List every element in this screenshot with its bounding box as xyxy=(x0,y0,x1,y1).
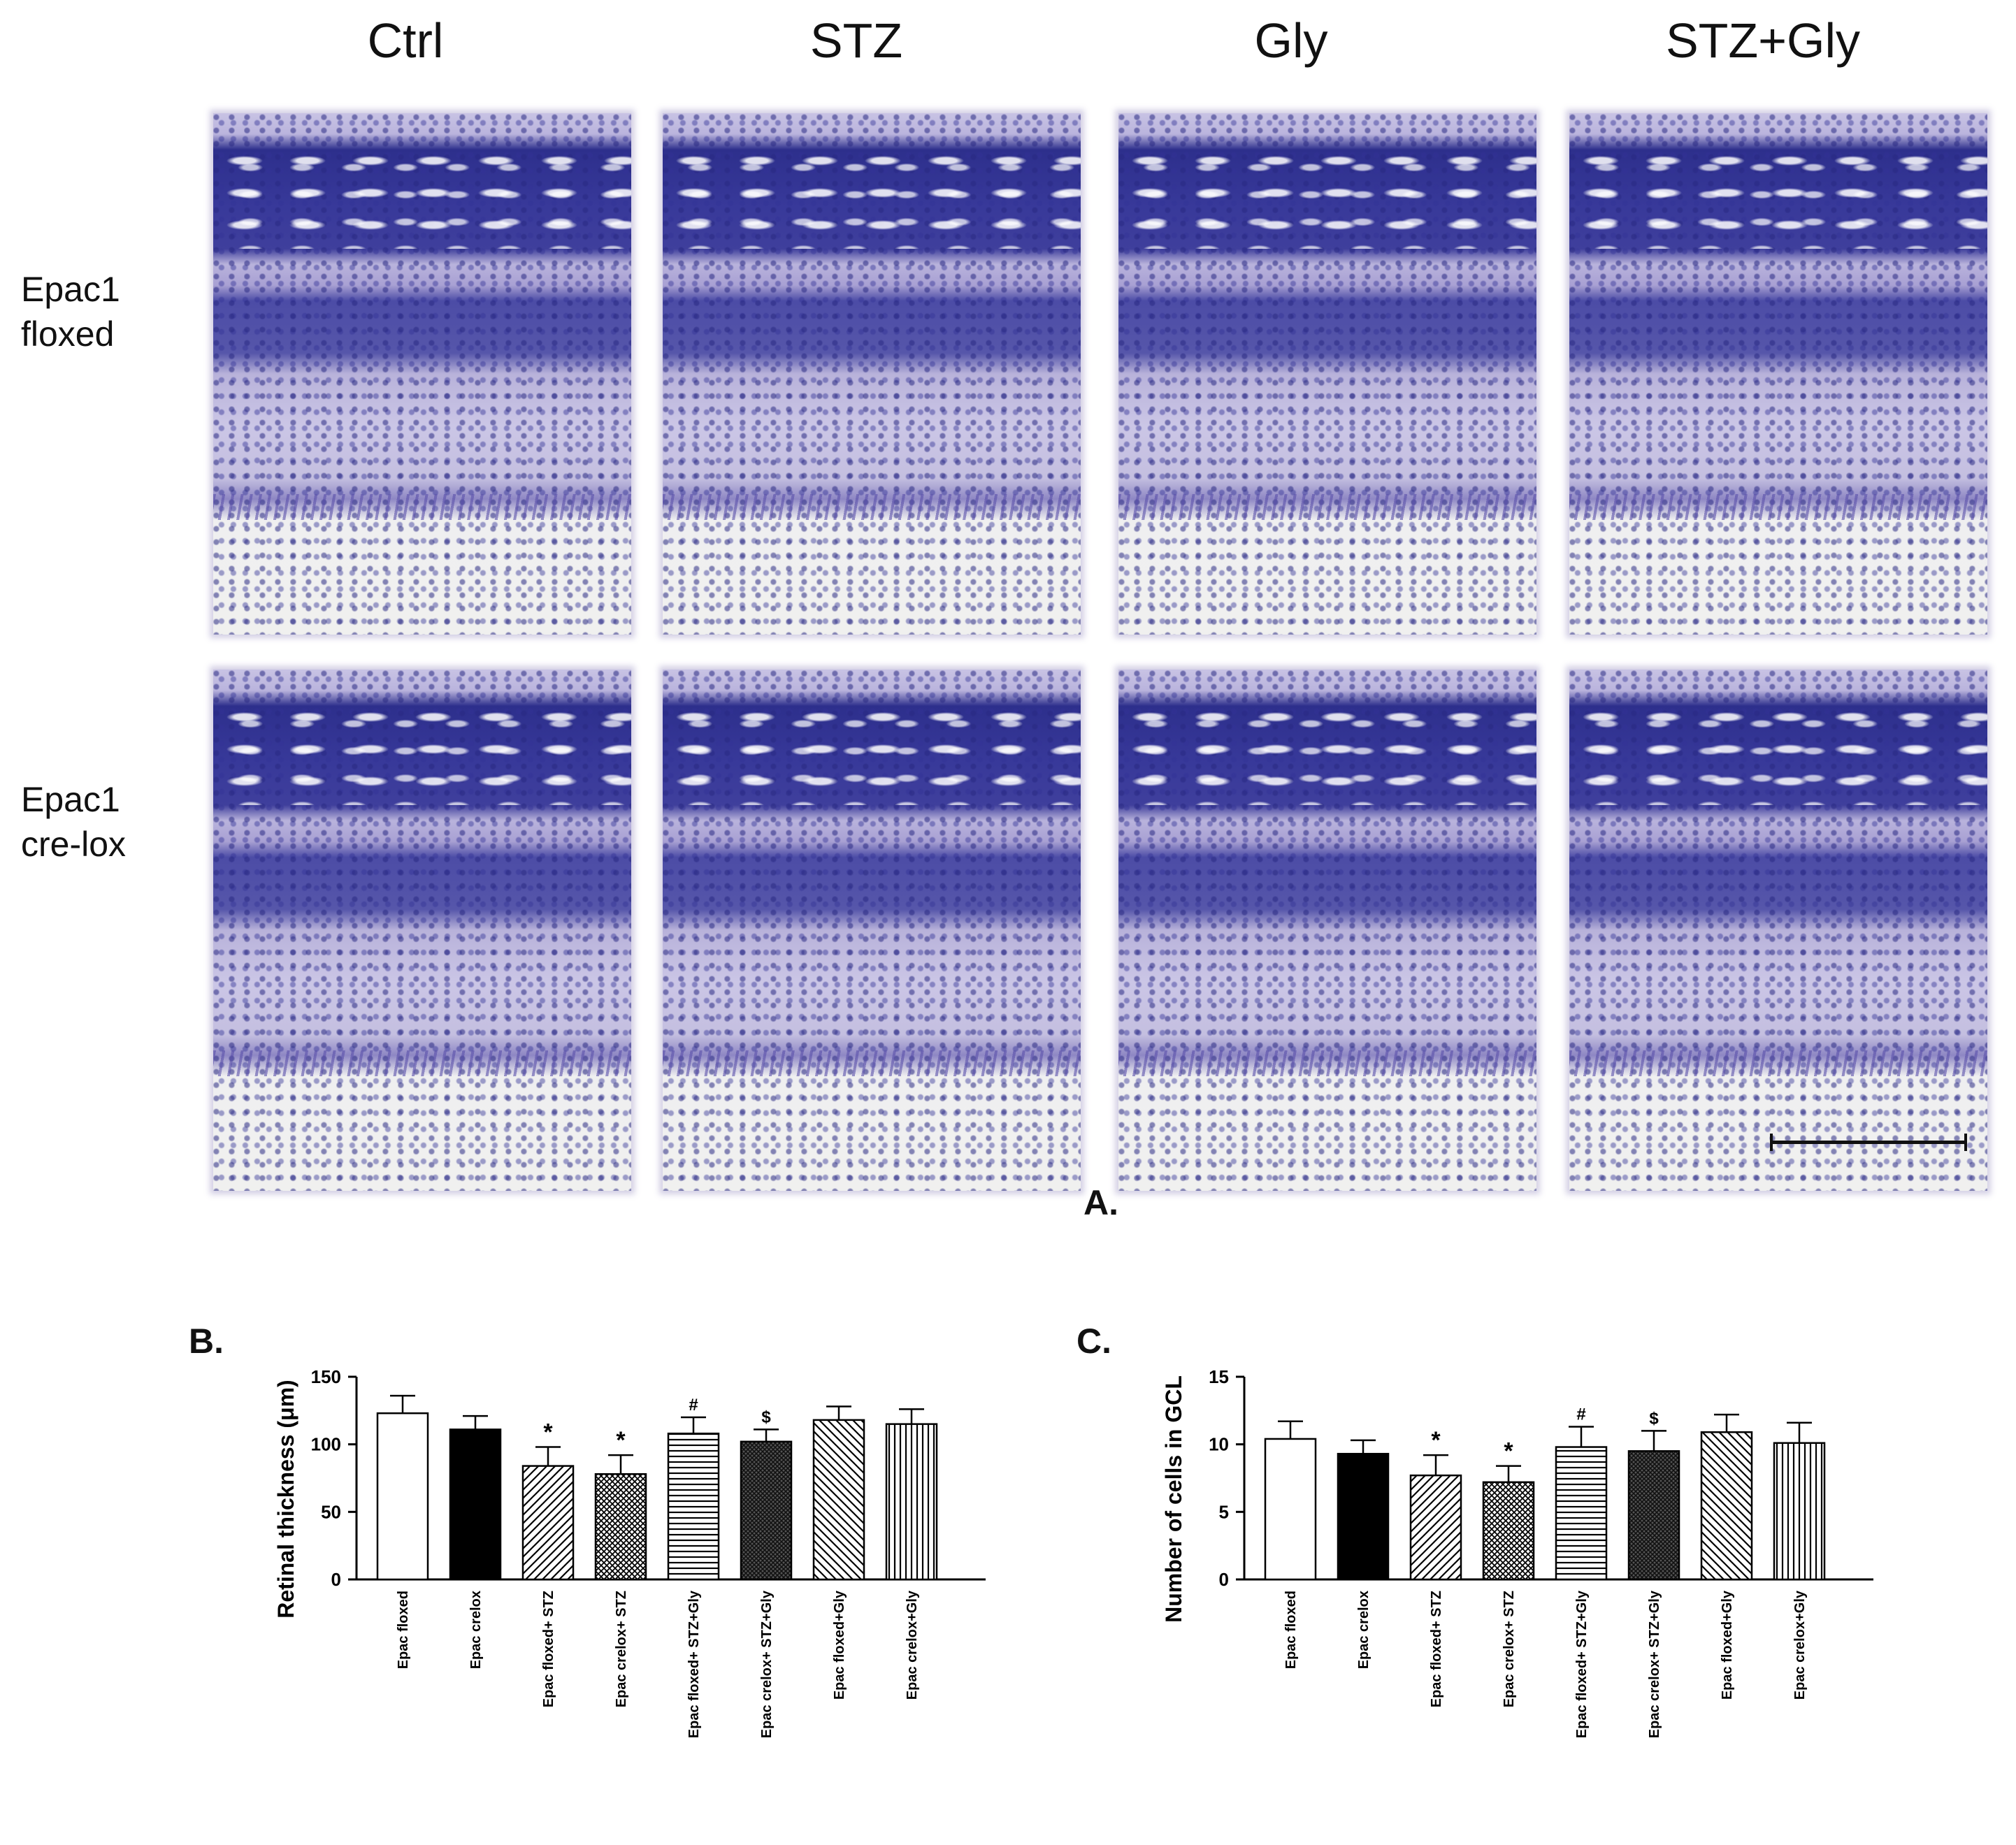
y-axis-label: Number of cells in GCL xyxy=(1161,1375,1186,1623)
scale-bar xyxy=(1770,1134,1967,1151)
micrograph-floxed-stz xyxy=(663,113,1081,635)
row-header-crelox-line2: cre-lox xyxy=(21,825,127,864)
bar xyxy=(1555,1446,1608,1581)
micrograph-floxed-gly xyxy=(1118,113,1536,635)
bar xyxy=(1627,1450,1680,1581)
significance-marker: * xyxy=(616,1427,626,1454)
category-label: Epac floxed xyxy=(1283,1591,1299,1669)
bar xyxy=(885,1423,938,1581)
bar xyxy=(1700,1431,1753,1581)
category-label: Epac floxed+Gly xyxy=(832,1590,847,1700)
micrograph-floxed-stz-gly xyxy=(1569,113,1987,635)
y-tick-label: 150 xyxy=(311,1366,341,1387)
bar xyxy=(449,1428,502,1581)
row-header-floxed-line1: Epac1 xyxy=(21,270,120,309)
panel-label-c: C. xyxy=(1077,1322,1111,1361)
y-tick-label: 5 xyxy=(1219,1501,1229,1522)
bar xyxy=(594,1473,647,1581)
column-header-ctrl: Ctrl xyxy=(367,13,444,68)
bar xyxy=(1337,1452,1390,1581)
significance-marker: # xyxy=(1576,1405,1585,1424)
significance-marker: $ xyxy=(761,1408,771,1426)
category-label: Epac floxed+ STZ+Gly xyxy=(686,1590,702,1738)
bar xyxy=(1773,1442,1826,1581)
row-header-crelox: Epac1 cre-lox xyxy=(21,777,126,867)
y-tick-label: 0 xyxy=(331,1569,341,1590)
significance-marker: * xyxy=(1504,1438,1513,1465)
category-label: Epac floxed+ STZ xyxy=(541,1591,556,1707)
y-tick-label: 15 xyxy=(1209,1366,1229,1387)
bar xyxy=(1482,1481,1535,1581)
y-tick-label: 0 xyxy=(1219,1569,1229,1590)
micrograph-crelox-ctrl xyxy=(213,670,631,1191)
y-axis-label: Retinal thickness (μm) xyxy=(273,1380,298,1618)
y-tick-label: 10 xyxy=(1209,1434,1229,1455)
category-label: Epac floxed+Gly xyxy=(1720,1590,1735,1700)
micrograph-crelox-gly xyxy=(1118,670,1536,1191)
bar xyxy=(1264,1438,1317,1581)
row-header-floxed-line2: floxed xyxy=(21,314,115,354)
column-header-stz-gly: STZ+Gly xyxy=(1665,13,1861,68)
bar xyxy=(376,1412,429,1581)
y-tick-label: 100 xyxy=(311,1434,341,1455)
significance-marker: $ xyxy=(1649,1409,1659,1428)
significance-marker: * xyxy=(1431,1427,1441,1454)
category-label: Epac crelox+ STZ+Gly xyxy=(1647,1590,1662,1738)
micrograph-crelox-stz xyxy=(663,670,1081,1191)
bar xyxy=(521,1465,575,1581)
category-label: Epac floxed+ STZ xyxy=(1429,1591,1444,1707)
category-label: Epac crelox xyxy=(1356,1591,1371,1669)
significance-marker: * xyxy=(543,1419,553,1446)
micrograph-floxed-ctrl xyxy=(213,113,631,635)
y-tick-label: 50 xyxy=(321,1501,341,1522)
category-label: Epac crelox+ STZ xyxy=(614,1591,629,1707)
column-header-stz: STZ xyxy=(809,13,903,68)
category-label: Epac crelox+ STZ xyxy=(1502,1591,1517,1707)
category-label: Epac floxed xyxy=(396,1591,411,1669)
bar xyxy=(1409,1474,1462,1581)
micrograph-crelox-stz-gly xyxy=(1569,670,1987,1191)
category-label: Epac crelox+Gly xyxy=(905,1590,920,1700)
bar xyxy=(667,1432,720,1581)
significance-marker: # xyxy=(689,1396,698,1414)
row-header-floxed: Epac1 floxed xyxy=(21,267,120,356)
chart-cells-in-gcl: 0 5 10 15 Number of cells in GCL Epac floxed E… xyxy=(1161,1366,1873,1738)
panel-label-b: B. xyxy=(189,1322,224,1361)
panel-label-a: A. xyxy=(1083,1183,1118,1222)
row-header-crelox-line1: Epac1 xyxy=(21,780,120,819)
chart-retinal-thickness: 0 50 100 150 Retinal thickness (μm) Epac flox… xyxy=(273,1366,986,1738)
category-label: Epac floxed+ STZ+Gly xyxy=(1574,1590,1590,1738)
column-header-gly: Gly xyxy=(1254,13,1328,68)
category-label: Epac crelox+Gly xyxy=(1792,1590,1808,1700)
bar xyxy=(812,1419,865,1581)
bar xyxy=(740,1440,793,1581)
category-label: Epac crelox+ STZ+Gly xyxy=(759,1590,775,1738)
category-label: Epac crelox xyxy=(468,1591,484,1669)
